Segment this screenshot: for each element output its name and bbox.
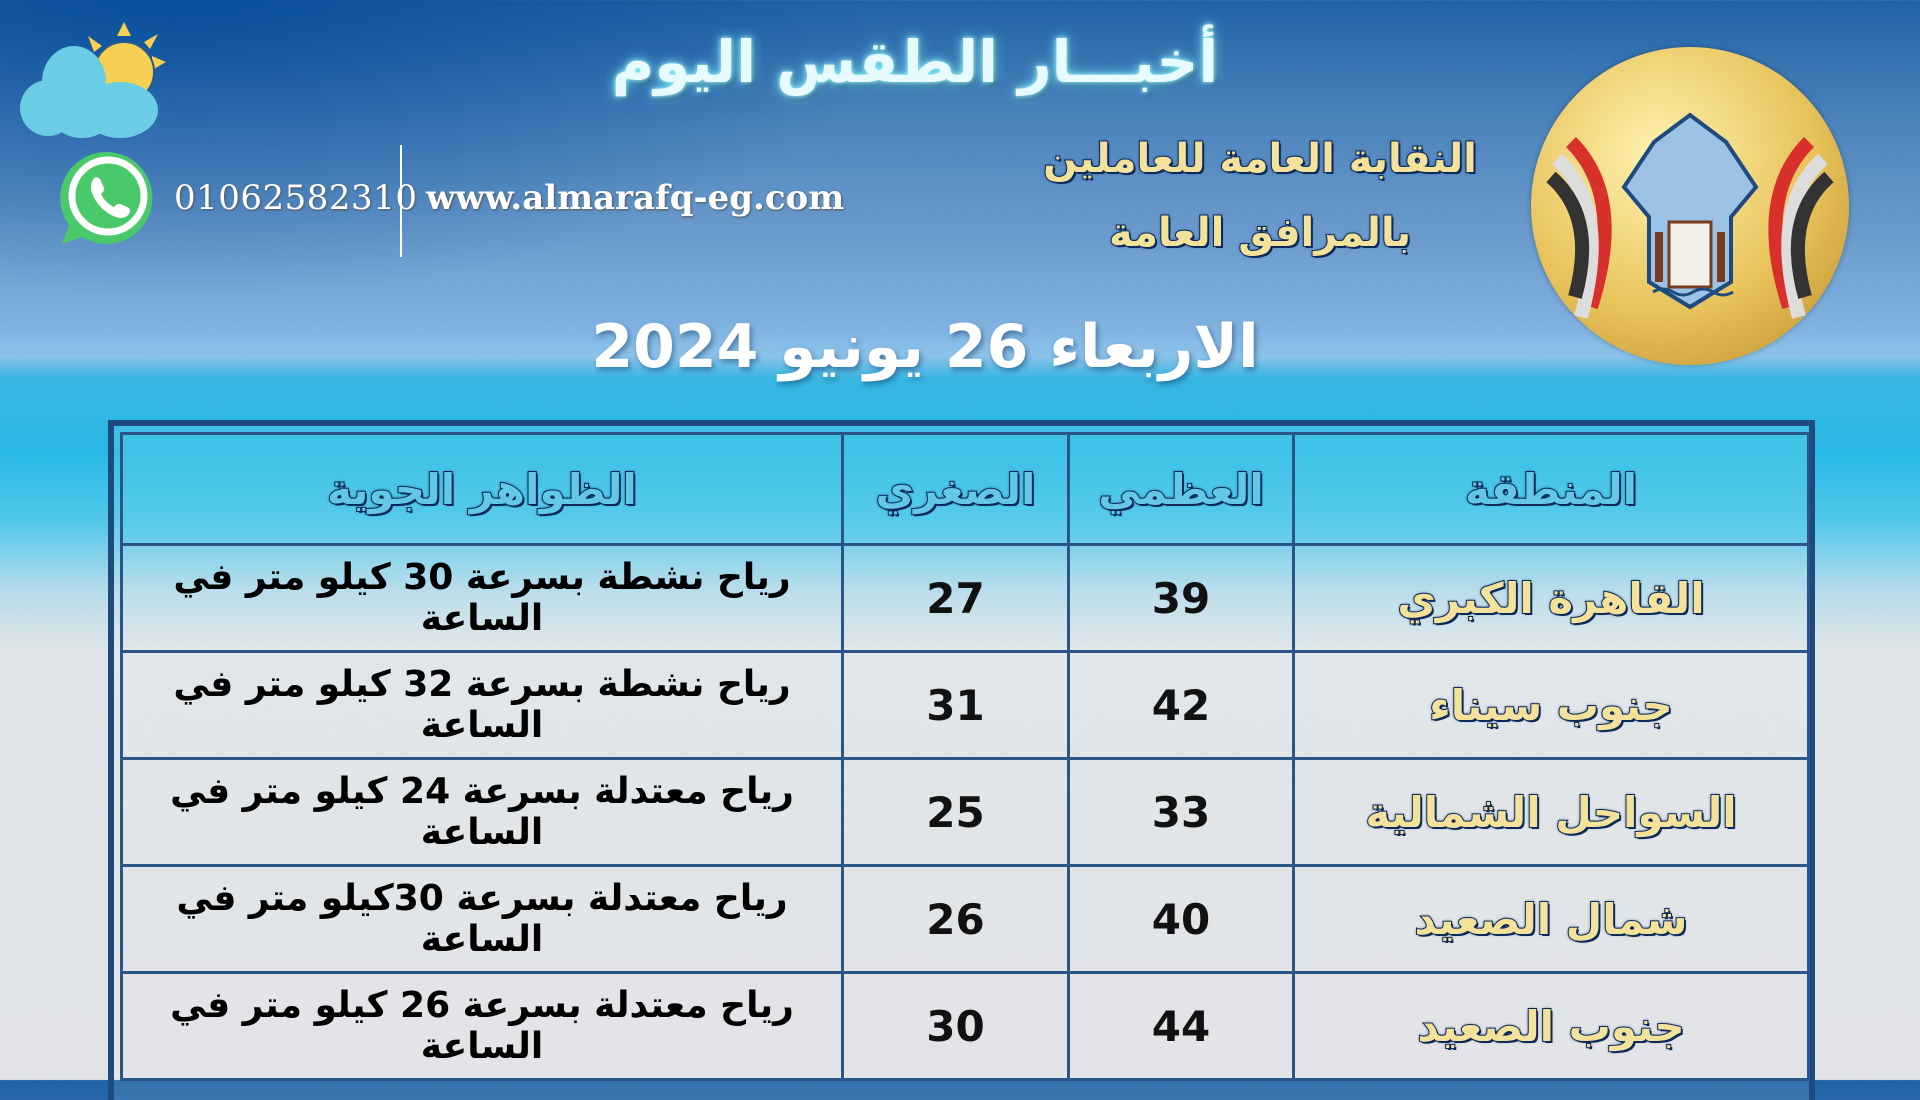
phenomena-cell: رياح معتدلة بسرعة 24 كيلو متر في الساعة — [120, 757, 844, 867]
header-min: الصغري — [841, 432, 1070, 546]
whatsapp-icon[interactable] — [56, 148, 156, 248]
union-logo — [1531, 47, 1849, 365]
region-cell: جنوب الصعيد — [1292, 971, 1810, 1081]
weather-table: المنطقة العظمي الصغري الظواهر الجوية الق… — [120, 432, 1810, 1081]
region-cell: السواحل الشمالية — [1292, 757, 1810, 867]
divider — [400, 145, 402, 257]
website-link[interactable]: www.almarafq-eg.com — [426, 178, 845, 218]
max-temp-cell: 44 — [1067, 971, 1295, 1081]
union-name-line1: النقابة العامة للعاملين — [1042, 135, 1478, 183]
min-temp-cell: 31 — [841, 650, 1070, 760]
weather-sun-cloud-icon — [20, 22, 166, 138]
header-region: المنطقة — [1292, 432, 1810, 546]
phone-number: 01062582310 — [174, 178, 418, 218]
max-temp-cell: 42 — [1067, 650, 1295, 760]
min-temp-cell: 26 — [841, 864, 1070, 974]
phenomena-cell: رياح نشطة بسرعة 32 كيلو متر في الساعة — [120, 650, 844, 760]
union-emblem-icon — [1546, 112, 1834, 319]
region-cell: شمال الصعيد — [1292, 864, 1810, 974]
header-phenomena: الظواهر الجوية — [120, 432, 844, 546]
max-temp-cell: 40 — [1067, 864, 1295, 974]
phenomena-cell: رياح معتدلة بسرعة 26 كيلو متر في الساعة — [120, 971, 844, 1081]
table-header-row: المنطقة العظمي الصغري الظواهر الجوية — [120, 432, 1810, 546]
min-temp-cell: 25 — [841, 757, 1070, 867]
sky-background — [0, 0, 900, 300]
min-temp-cell: 30 — [841, 971, 1070, 1081]
weather-table-frame: المنطقة العظمي الصغري الظواهر الجوية الق… — [108, 420, 1815, 1100]
table-row: شمال الصعيد 40 26 رياح معتدلة بسرعة 30كي… — [120, 864, 1810, 974]
table-row: جنوب الصعيد 44 30 رياح معتدلة بسرعة 26 ك… — [120, 971, 1810, 1081]
header-max: العظمي — [1067, 432, 1295, 546]
union-name-line2: بالمرافق العامة — [1108, 209, 1412, 257]
table-row: جنوب سيناء 42 31 رياح نشطة بسرعة 32 كيلو… — [120, 650, 1810, 760]
max-temp-cell: 39 — [1067, 543, 1295, 653]
table-row: القاهرة الكبري 39 27 رياح نشطة بسرعة 30 … — [120, 543, 1810, 653]
max-temp-cell: 33 — [1067, 757, 1295, 867]
region-cell: القاهرة الكبري — [1292, 543, 1810, 653]
date-heading: الاربعاء 26 يونيو 2024 — [591, 312, 1259, 382]
region-cell: جنوب سيناء — [1292, 650, 1810, 760]
page-title: أخبـــار الطقس اليوم — [611, 28, 1219, 96]
phenomena-cell: رياح معتدلة بسرعة 30كيلو متر في الساعة — [120, 864, 844, 974]
table-row: السواحل الشمالية 33 25 رياح معتدلة بسرعة… — [120, 757, 1810, 867]
phenomena-cell: رياح نشطة بسرعة 30 كيلو متر في الساعة — [120, 543, 844, 653]
min-temp-cell: 27 — [841, 543, 1070, 653]
